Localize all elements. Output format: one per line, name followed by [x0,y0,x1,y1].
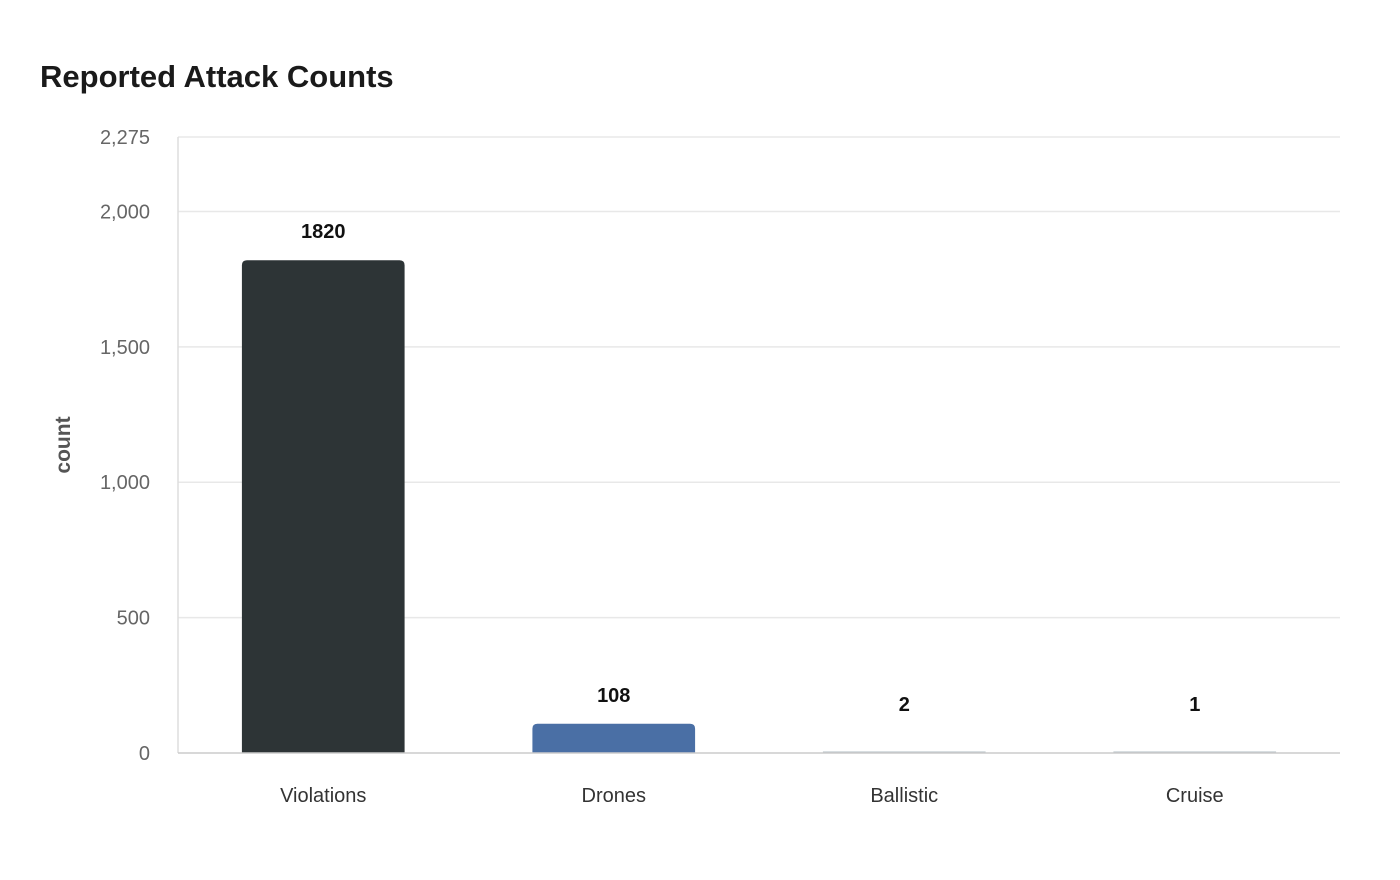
y-tick-label: 1,000 [100,472,150,494]
bars [241,260,1277,753]
x-tick-label: Cruise [1166,785,1224,807]
data-label: 1 [1189,694,1200,716]
bar-drones [532,723,696,753]
y-tick-label: 2,275 [100,127,150,149]
x-axis-ticks: Violations Drones Ballistic Cruise [280,785,1224,807]
y-tick-label: 500 [117,608,150,630]
data-label: 2 [899,694,910,716]
y-tick-label: 2,000 [100,201,150,223]
data-label: 108 [597,685,630,707]
bar-violations [241,260,405,753]
x-tick-label: Drones [582,785,646,807]
y-tick-label: 0 [139,743,150,765]
x-tick-label: Violations [280,785,366,807]
x-tick-label: Ballistic [870,785,938,807]
data-label: 1820 [301,221,346,243]
chart-title: Reported Attack Counts [40,59,394,94]
y-tick-label: 1,500 [100,337,150,359]
y-axis-title: count [52,416,75,473]
data-labels: 1820 108 2 1 [301,221,1200,716]
y-axis-ticks: 0 500 1,000 1,500 2,000 2,275 [100,127,150,765]
